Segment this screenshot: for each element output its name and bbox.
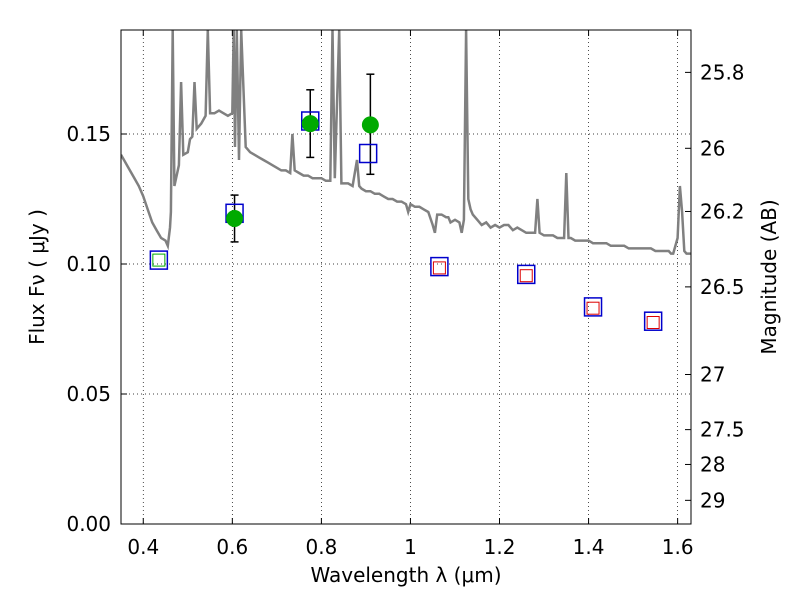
plot-frame [120, 29, 692, 525]
right-tick-label: 26.2 [700, 199, 745, 223]
y-tick-label: 0.10 [66, 252, 111, 276]
data-points [149, 73, 663, 331]
model-square [358, 143, 378, 164]
y-tick-label: 0.00 [66, 512, 111, 536]
model-square [149, 250, 169, 270]
ir-square [519, 269, 533, 283]
right-tick-label: 26.5 [700, 275, 745, 299]
y-axis-left: 0.00 0.05 0.10 0.15 [66, 122, 127, 536]
y-tick-label: 0.15 [66, 122, 111, 146]
right-tick-label: 25.8 [700, 60, 745, 84]
model-square [516, 264, 536, 285]
x-axis: 0.4 0.6 0.8 1 1.2 1.4 1.6 [127, 30, 694, 559]
x-tick-label: 0.6 [216, 535, 248, 559]
y-tick-label: 0.05 [66, 382, 111, 406]
right-tick-label: 29 [700, 488, 725, 512]
ir-square [586, 301, 600, 315]
x-tick-label: 1.2 [484, 535, 516, 559]
sed-line [121, 30, 691, 255]
right-tick-label: 27 [700, 363, 725, 387]
x-tick-label: 0.4 [127, 535, 159, 559]
ir-square [432, 261, 446, 275]
model-square [583, 297, 603, 317]
x-tick-label: 1 [404, 535, 417, 559]
model-square [430, 256, 449, 277]
model-square [643, 311, 663, 331]
right-tick-label: 26 [700, 136, 725, 160]
x-tick-label: 0.8 [305, 535, 337, 559]
observed-point [301, 115, 319, 133]
observed-point [226, 210, 244, 227]
ir-square [646, 316, 660, 329]
right-tick-label: 28 [700, 452, 725, 476]
x-tick-label: 1.6 [662, 535, 694, 559]
x-tick-label: 1.4 [573, 535, 605, 559]
sed-model-spectrum [121, 30, 691, 255]
right-tick-label: 27.5 [700, 418, 745, 442]
y-axis-label: Flux Fν ( μJy ) [25, 209, 49, 345]
grid [121, 30, 691, 524]
y-axis-right: 25.8 26 26.2 26.5 27 27.5 28 29 [685, 60, 745, 512]
observed-point [361, 116, 379, 134]
x-axis-label: Wavelength λ (μm) [310, 563, 501, 587]
y-axis-right-label: Magnitude (AB) [757, 199, 781, 354]
observed-square [152, 253, 166, 267]
